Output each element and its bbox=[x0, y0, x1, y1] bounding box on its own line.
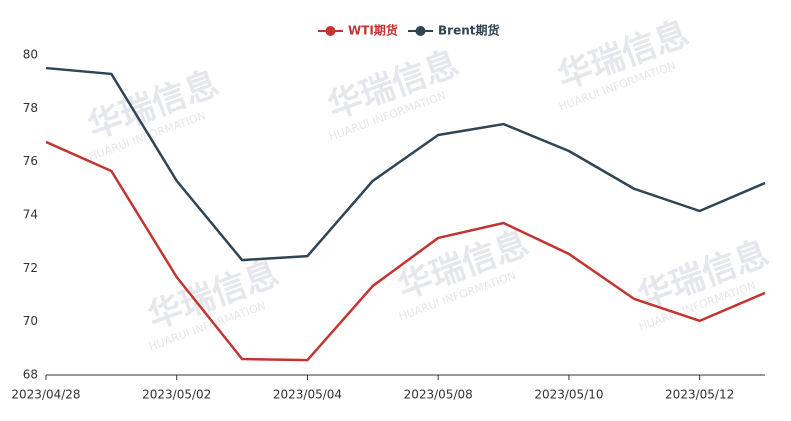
y-tick-label: 74 bbox=[23, 208, 38, 222]
x-tick-label: 2023/05/12 bbox=[665, 388, 734, 402]
series-line bbox=[45, 66, 766, 262]
y-tick-label: 80 bbox=[23, 48, 38, 62]
y-tick-label: 76 bbox=[23, 154, 38, 168]
y-tick-label: 72 bbox=[23, 261, 38, 275]
x-tick-label: 2023/05/08 bbox=[404, 388, 473, 402]
legend-label: Brent期货 bbox=[438, 23, 499, 38]
legend-marker bbox=[415, 26, 426, 36]
series-line bbox=[45, 140, 766, 362]
x-tick-label: 2023/04/28 bbox=[11, 388, 80, 402]
y-tick-label: 68 bbox=[23, 368, 38, 382]
legend-label: WTI期货 bbox=[348, 23, 398, 38]
x-tick-label: 2023/05/10 bbox=[534, 388, 603, 402]
y-tick-label: 78 bbox=[23, 101, 38, 115]
x-tick-label: 2023/05/04 bbox=[273, 388, 342, 402]
x-tick-label: 2023/05/02 bbox=[142, 388, 211, 402]
y-tick-label: 70 bbox=[23, 314, 38, 328]
legend-marker bbox=[325, 26, 336, 36]
